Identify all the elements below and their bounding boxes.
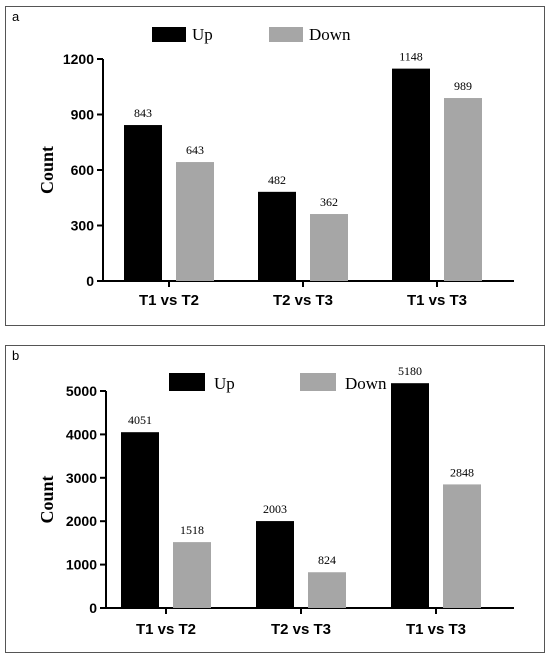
bar-down [308, 572, 346, 608]
legend-label-down: Down [345, 374, 387, 393]
legend-swatch-up [169, 373, 205, 391]
y-tick-label: 1200 [63, 51, 94, 67]
bar-value-label: 643 [186, 143, 204, 157]
y-tick-label: 1000 [66, 557, 97, 573]
y-axis-title: Count [37, 146, 57, 194]
legend-swatch-down [269, 27, 303, 42]
bar-value-label: 1518 [180, 523, 204, 537]
legend-swatch-up [152, 27, 186, 42]
x-category-label: T1 vs T3 [407, 292, 467, 309]
bar-down [443, 484, 481, 608]
y-tick-label: 0 [89, 600, 97, 616]
y-tick-label: 5000 [66, 383, 97, 399]
bar-down [173, 542, 211, 608]
y-tick-label: 3000 [66, 470, 97, 486]
bar-value-label: 2848 [450, 465, 474, 479]
bar-down [444, 98, 482, 281]
bar-up [391, 383, 429, 608]
x-category-label: T2 vs T3 [273, 292, 333, 309]
x-category-label: T1 vs T2 [139, 292, 199, 309]
x-category-label: T1 vs T3 [406, 621, 466, 638]
y-axis-title: Count [37, 475, 57, 523]
y-tick-label: 900 [71, 107, 95, 123]
bar-value-label: 4051 [128, 413, 152, 427]
bar-value-label: 843 [134, 106, 152, 120]
bar-chart-a: Up Down 0 300 600 900 1200 Count 843 643 T1 vs T2 4… [37, 25, 514, 309]
legend-label-up: Up [192, 25, 213, 44]
y-tick-label: 300 [71, 218, 95, 234]
bar-up [121, 432, 159, 608]
chart-panel-a: a Up Down 0 300 600 900 1200 Count 843 643 T1 vs T… [5, 6, 545, 326]
bar-value-label: 1148 [399, 50, 423, 64]
legend-swatch-down [300, 373, 336, 391]
legend-label-up: Up [214, 374, 235, 393]
panel-label-b: b [12, 348, 20, 363]
bar-value-label: 362 [320, 195, 338, 209]
bar-up [124, 125, 162, 281]
bar-up [258, 191, 296, 281]
legend-label-down: Down [309, 25, 351, 44]
bar-value-label: 2003 [263, 502, 287, 516]
x-category-label: T1 vs T2 [136, 621, 196, 638]
bar-down [310, 214, 348, 281]
bar-value-label: 482 [268, 173, 286, 187]
bar-value-label: 5180 [398, 364, 422, 378]
bar-up [392, 68, 430, 281]
y-tick-label: 600 [71, 162, 95, 178]
y-tick-label: 0 [86, 273, 94, 289]
bar-up [256, 521, 294, 608]
bar-chart-b: Up Down 0 1000 2000 3000 4000 5000 Count 4051 1518… [37, 364, 514, 638]
bar-value-label: 989 [454, 79, 472, 93]
y-tick-label: 2000 [66, 513, 97, 529]
x-category-label: T2 vs T3 [271, 621, 331, 638]
bar-down [176, 162, 214, 281]
chart-panel-b: b Up Down 0 1000 2000 3000 4000 5000 Count 4051 15… [5, 345, 545, 653]
y-tick-label: 4000 [66, 426, 97, 442]
bar-value-label: 824 [318, 553, 336, 567]
panel-label-a: a [12, 9, 20, 24]
